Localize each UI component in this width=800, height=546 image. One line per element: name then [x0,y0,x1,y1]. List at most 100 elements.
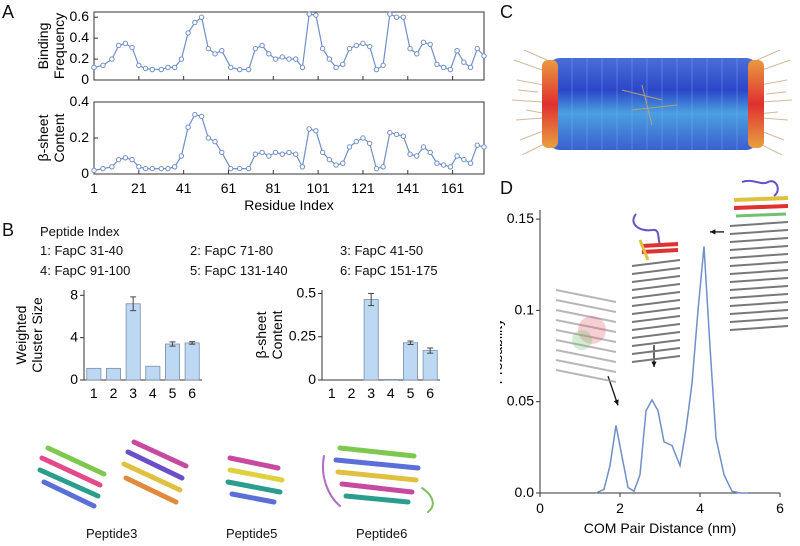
x-tick-label: 4 [387,385,395,401]
y-axis-label-line: Frequency [51,13,67,79]
data-point [109,164,115,170]
x-tick-label: 6 [776,500,784,516]
legend-item: 5: FapC 131-140 [190,263,288,278]
data-point [440,162,447,168]
y-axis-label: Probability [500,319,505,384]
data-point [346,144,353,150]
x-tick-label: 141 [396,180,420,196]
data-point [228,165,234,172]
data-point [306,126,312,132]
data-point [178,153,185,159]
y-tick-label: 8 [70,286,78,302]
data-point [185,124,191,130]
data-point [333,162,339,168]
data-point [158,66,164,73]
data-point [427,149,433,156]
bar [363,299,379,381]
data-point [192,19,198,26]
chart-com-pair-distance: 0.0 0.05 0.1 0.15 0 2 4 6 COM Pair Distance (nm)… [500,210,784,536]
y-axis-label: β-sheetContent [253,310,285,359]
data-point [109,56,115,62]
data-point [420,144,427,150]
peptide6-cluster-image [318,426,443,516]
data-point [91,64,97,71]
x-axis-label: Peptide Index [338,402,424,405]
panel-label-a: A [2,2,15,22]
data-point [454,48,460,54]
caption-peptide6: Peptide6 [356,526,408,541]
bar [422,350,438,381]
y-axis-label-line: Content [269,310,285,359]
data-point [136,164,142,170]
bar [86,367,102,381]
data-point [171,64,178,71]
x-tick-label: 21 [131,180,147,196]
y-tick-label: 0.05 [507,393,534,409]
y-tick-label: 0.15 [507,210,534,226]
data-point [474,142,480,148]
data-point [440,64,447,71]
data-point [115,42,122,49]
x-tick-label: 121 [351,180,375,196]
x-tick-label: 41 [176,180,192,196]
data-point [293,56,299,62]
y-tick-label: 0 [81,71,89,87]
y-tick-label: 0.0 [515,484,535,500]
x-tick-label: 5 [407,385,415,401]
data-point [373,66,380,73]
y-axis-label: β-sheetContent [35,113,67,162]
data-point [387,129,393,136]
y-axis-label-line: β-sheet [35,114,51,161]
x-axis-label: COM Pair Distance (nm) [584,520,736,536]
plot-frame [93,101,485,175]
bar [106,367,121,381]
x-tick-label: 1 [90,385,98,401]
y-axis-label-line: Cluster Size [29,297,45,373]
data-point [313,12,319,18]
x-tick-label: 6 [426,385,434,401]
data-point [481,144,487,150]
snapshot-blurry-fibril [552,280,622,390]
data-point [252,45,259,52]
data-point [192,111,198,118]
y-axis-label-line: Weighted [13,306,29,365]
data-point [279,54,285,60]
data-point [245,165,252,172]
data-point [259,149,265,156]
y-tick-label: 0.4 [70,29,90,45]
fibril-end-right [748,60,764,148]
data-point [228,64,234,71]
legend-item: 3: FapC 41-50 [340,243,424,258]
probability-line [595,246,748,494]
data-point [353,138,359,145]
lipid-cloud-left [511,49,549,156]
legend-item: 4: FapC 91-100 [40,263,131,278]
data-point [393,131,400,138]
data-point [360,135,366,141]
arrow-head [651,361,657,368]
data-point [407,45,413,52]
data-point [136,62,142,69]
panel-label-b: B [2,220,15,240]
data-point [171,164,178,170]
x-tick-label: 4 [696,500,704,516]
x-tick-label: 61 [221,180,237,196]
data-point [387,11,393,17]
data-point [149,66,155,73]
data-point [149,165,155,172]
data-point [178,56,185,62]
data-point [236,66,243,73]
caption-peptide5: Peptide5 [226,526,278,541]
data-point [122,155,129,161]
peptide5-cluster-image [222,438,292,508]
data-point [115,156,122,163]
y-tick-label: 4 [70,329,78,345]
y-tick-label: 0 [308,371,316,387]
data-point [340,160,346,166]
legend-title: Peptide Index [40,224,120,239]
data-point [212,51,218,57]
data-point [129,156,135,163]
data-point [198,14,205,20]
